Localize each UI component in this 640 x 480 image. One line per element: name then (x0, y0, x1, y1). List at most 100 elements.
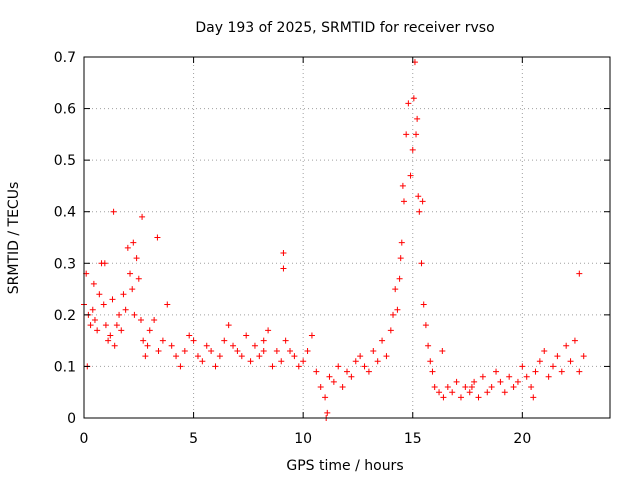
data-point (127, 270, 134, 277)
grid (84, 57, 610, 418)
data-point (322, 394, 329, 401)
data-point (416, 208, 423, 215)
data-point (567, 358, 574, 365)
data-point (528, 384, 535, 391)
data-point (436, 389, 443, 396)
data-point (280, 249, 287, 256)
data-point (422, 322, 429, 329)
data-point (87, 322, 94, 329)
data-point (105, 337, 112, 344)
data-point (399, 182, 406, 189)
y-tick-label: 0.7 (54, 50, 76, 66)
data-point (107, 332, 114, 339)
data-point (475, 394, 482, 401)
data-point (419, 198, 426, 205)
y-tick-label: 0.5 (54, 153, 76, 169)
data-point (468, 384, 475, 391)
data-point (554, 353, 561, 360)
data-point (186, 332, 193, 339)
data-point (203, 342, 210, 349)
data-point (308, 332, 315, 339)
data-point (457, 394, 464, 401)
data-point (181, 347, 188, 354)
data-point (265, 327, 272, 334)
data-point (173, 353, 180, 360)
data-point (361, 363, 368, 370)
data-point (462, 384, 469, 391)
data-point (94, 327, 101, 334)
data-point (116, 311, 123, 318)
data-point (216, 353, 223, 360)
x-tick-label: 15 (404, 431, 422, 447)
y-tick-label: 0.4 (54, 205, 76, 221)
data-point (339, 384, 346, 391)
data-point (383, 353, 390, 360)
data-point (280, 265, 287, 272)
data-point (278, 358, 285, 365)
data-point (199, 358, 206, 365)
data-point (365, 368, 372, 375)
y-tick-label: 0.1 (54, 359, 76, 375)
data-point (330, 378, 337, 385)
data-point (208, 347, 215, 354)
x-axis-label: GPS time / hours (286, 458, 403, 474)
data-point (357, 353, 364, 360)
data-point (571, 337, 578, 344)
data-point (493, 368, 500, 375)
data-point (190, 337, 197, 344)
x-tick-label: 0 (80, 431, 89, 447)
data-point (295, 363, 302, 370)
data-point (91, 317, 98, 324)
data-point (510, 384, 517, 391)
data-point (154, 234, 161, 241)
data-point (414, 115, 421, 122)
data-point (260, 337, 267, 344)
chart-title: Day 193 of 2025, SRMTID for receiver rvs… (195, 20, 494, 36)
data-point (109, 296, 116, 303)
data-point (471, 378, 478, 385)
x-tick-label: 10 (294, 431, 312, 447)
data-point (425, 342, 432, 349)
data-point (536, 358, 543, 365)
data-point (488, 384, 495, 391)
data-point (131, 311, 138, 318)
data-point (429, 368, 436, 375)
data-point (370, 347, 377, 354)
data-point (541, 347, 548, 354)
data-point (155, 347, 162, 354)
data-point (164, 301, 171, 308)
data-point (269, 363, 276, 370)
data-point (558, 368, 565, 375)
data-point (387, 327, 394, 334)
data-point (501, 389, 508, 396)
data-point (151, 317, 158, 324)
data-point (287, 347, 294, 354)
data-point (101, 260, 108, 267)
data-point (506, 373, 513, 380)
data-point (519, 363, 526, 370)
data-point (122, 306, 129, 313)
data-point (348, 373, 355, 380)
data-point (256, 353, 263, 360)
data-point (159, 337, 166, 344)
data-point (427, 358, 434, 365)
data-point (291, 353, 298, 360)
data-point (440, 394, 447, 401)
y-tick-label: 0 (67, 411, 76, 427)
data-point (113, 322, 120, 329)
data-point (273, 347, 280, 354)
data-point (415, 193, 422, 200)
y-axis-label: SRMTID / TECUs (6, 182, 22, 295)
data-point (410, 95, 417, 102)
data-point (135, 275, 142, 282)
data-point (335, 363, 342, 370)
data-point (177, 363, 184, 370)
data-point (142, 353, 149, 360)
data-point (120, 291, 127, 298)
data-point (420, 301, 427, 308)
data-point (532, 368, 539, 375)
data-point (140, 337, 147, 344)
data-point (407, 172, 414, 179)
data-point (550, 363, 557, 370)
